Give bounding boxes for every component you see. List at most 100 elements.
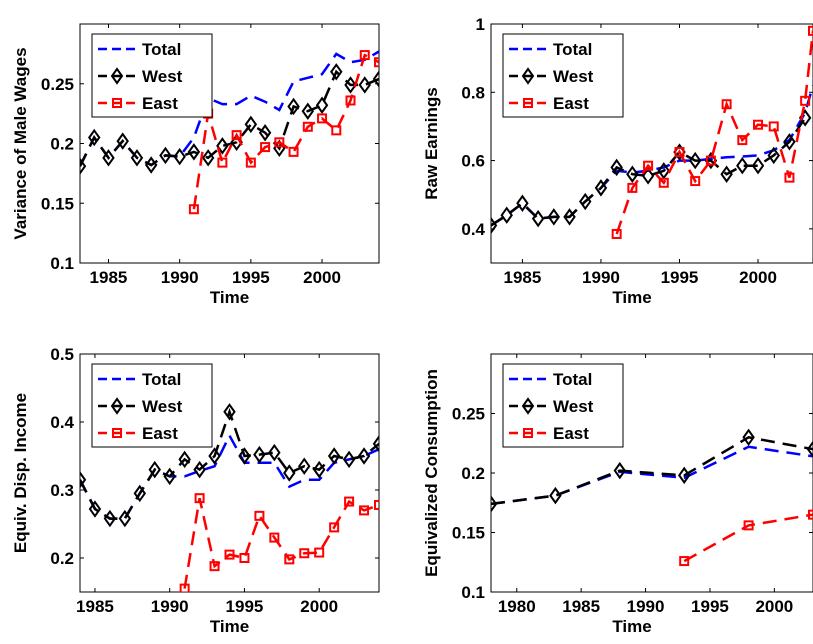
data-point-west xyxy=(594,179,608,197)
data-point-east xyxy=(808,25,813,36)
y-tick-label: 0.25 xyxy=(41,75,74,94)
data-point-west xyxy=(159,146,172,165)
data-point-east xyxy=(329,522,340,533)
data-point-west xyxy=(500,206,513,224)
data-point-east xyxy=(284,554,295,565)
y-tick-label: 0.15 xyxy=(41,194,74,213)
data-point-west xyxy=(736,156,749,175)
data-point-east xyxy=(317,113,328,124)
x-axis-label: Time xyxy=(612,617,651,636)
data-point-east xyxy=(331,125,342,136)
y-tick-label: 0.3 xyxy=(50,481,74,500)
data-point-east xyxy=(260,142,271,153)
x-axis-label: Time xyxy=(210,617,249,636)
data-point-west xyxy=(238,447,251,465)
data-point-west xyxy=(144,156,158,174)
data-point-east xyxy=(194,493,205,504)
legend-label: Total xyxy=(553,40,592,59)
data-point-east xyxy=(808,509,813,520)
data-point-east xyxy=(374,499,379,510)
data-point-west xyxy=(208,447,221,465)
data-point-west xyxy=(133,484,147,503)
legend-label: Total xyxy=(142,40,181,59)
data-point-east xyxy=(374,57,379,68)
y-tick-label: 0.15 xyxy=(452,524,485,543)
series-line-west xyxy=(80,69,379,167)
data-point-east xyxy=(753,119,764,130)
data-point-east xyxy=(768,121,779,132)
legend-label: Total xyxy=(553,370,592,389)
data-point-west xyxy=(372,70,379,88)
data-point-east xyxy=(231,130,242,141)
x-tick-label: 1990 xyxy=(151,597,189,616)
data-point-west xyxy=(742,428,755,447)
legend-marker xyxy=(110,67,124,85)
legend-label: East xyxy=(553,94,589,113)
legend: Total West East xyxy=(502,33,624,118)
x-tick-label: 1985 xyxy=(90,268,128,287)
data-point-west xyxy=(626,165,639,183)
data-point-east xyxy=(679,556,690,567)
y-tick-label: 0.5 xyxy=(50,345,74,364)
data-point-west xyxy=(268,443,281,462)
data-point-east xyxy=(274,137,285,148)
legend: Total West East xyxy=(91,33,213,118)
legend-label: East xyxy=(142,424,178,443)
data-point-west xyxy=(330,63,343,81)
data-point-east xyxy=(217,157,228,168)
y-tick-label: 0.25 xyxy=(452,405,485,424)
chart-panel-1: 1985 1990 1995 2000 0.1 0.15 0.2 0.25 Time Varian… xyxy=(11,23,380,307)
series-line-east xyxy=(615,30,813,235)
data-point-west xyxy=(720,165,733,183)
data-point-west xyxy=(751,156,765,175)
data-point-east xyxy=(658,177,669,188)
x-tick-label: 1990 xyxy=(582,268,620,287)
y-axis-label: Equivalized Consumption xyxy=(422,369,441,577)
y-tick-label: 0.4 xyxy=(461,220,485,239)
data-point-west xyxy=(372,435,379,453)
data-point-east xyxy=(209,561,220,572)
y-tick-label: 0.8 xyxy=(461,83,485,102)
data-point-east xyxy=(345,95,356,106)
legend-marker xyxy=(523,428,533,438)
series-group xyxy=(80,50,379,215)
data-point-west xyxy=(312,460,326,479)
data-point-west xyxy=(80,157,87,175)
data-point-east xyxy=(721,99,732,110)
data-point-west xyxy=(283,464,296,482)
data-point-west xyxy=(201,149,215,167)
y-tick-label: 0.1 xyxy=(50,254,74,273)
data-point-west xyxy=(130,149,144,167)
data-point-west xyxy=(610,158,623,177)
x-tick-label: 2000 xyxy=(303,268,341,287)
legend-label: West xyxy=(142,67,183,86)
data-point-west xyxy=(223,403,236,421)
data-point-west xyxy=(173,147,186,166)
data-point-west xyxy=(579,192,592,211)
data-point-west xyxy=(298,457,311,475)
data-point-west xyxy=(641,167,655,185)
x-tick-label: 1995 xyxy=(232,268,270,287)
legend-label: West xyxy=(553,67,594,86)
legend: Total West East xyxy=(91,363,213,448)
data-point-west xyxy=(547,208,561,226)
series-line-east xyxy=(683,513,813,563)
x-tick-label: 1990 xyxy=(627,597,665,616)
data-point-east xyxy=(269,532,280,543)
x-tick-label: 1995 xyxy=(226,597,264,616)
data-point-west xyxy=(102,149,115,167)
data-point-east xyxy=(239,553,250,563)
legend-marker xyxy=(521,397,535,415)
data-point-west xyxy=(148,460,161,479)
x-tick-label: 1995 xyxy=(661,268,699,287)
y-tick-label: 0.4 xyxy=(50,413,74,432)
data-point-west xyxy=(491,495,498,513)
x-tick-label: 1985 xyxy=(504,268,542,287)
data-point-west xyxy=(806,440,813,458)
data-point-west xyxy=(549,486,562,505)
y-tick-label: 0.2 xyxy=(50,135,74,154)
x-tick-label: 2000 xyxy=(300,597,338,616)
data-point-west xyxy=(783,133,796,151)
legend-marker xyxy=(523,98,533,108)
